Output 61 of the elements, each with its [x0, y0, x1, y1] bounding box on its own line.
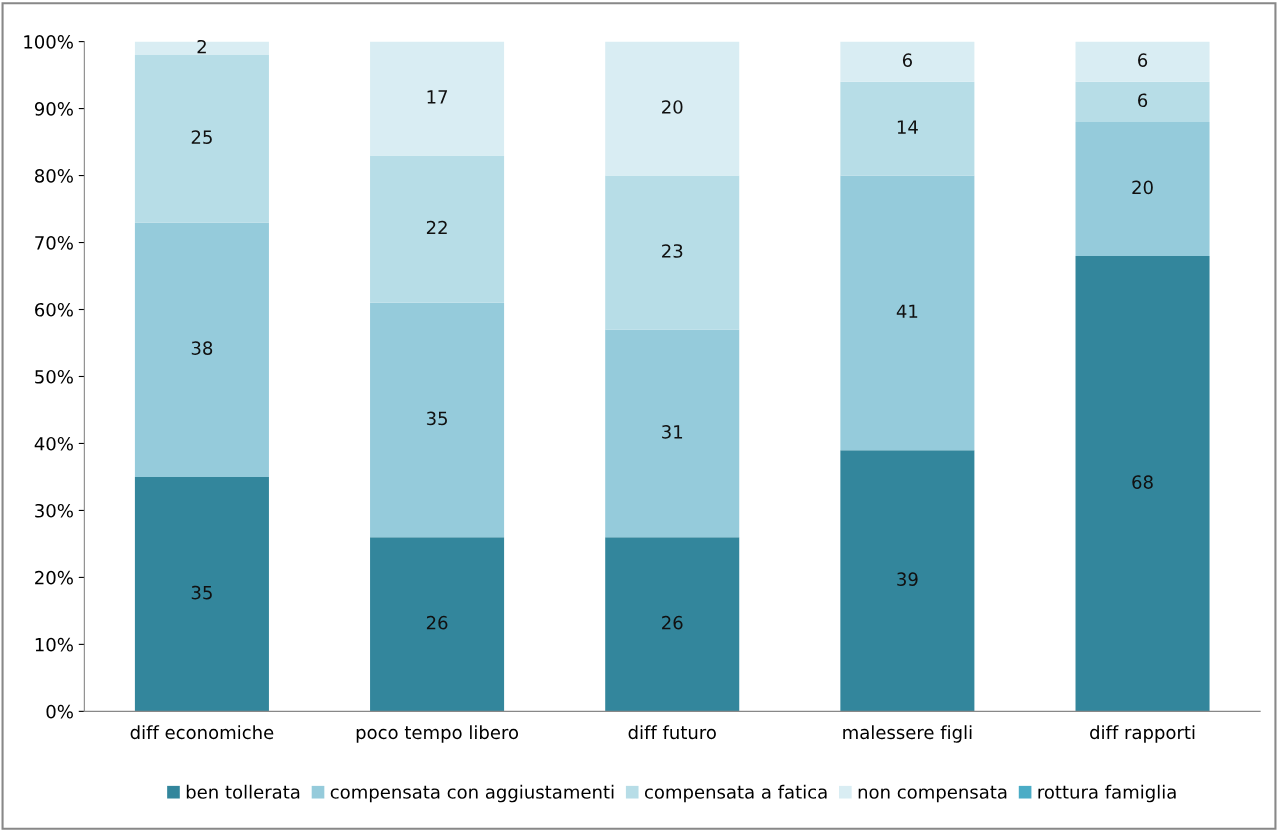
legend-label: rottura famiglia [1038, 784, 1176, 803]
data-label: 2 [197, 39, 206, 54]
bar [840, 175, 975, 451]
data-label: 25 [191, 130, 212, 144]
data-label: 26 [662, 615, 683, 630]
y-tick-label: 50% [35, 369, 73, 384]
y-tick-label: 40% [34, 436, 73, 451]
data-label: 35 [426, 411, 447, 426]
bar [605, 175, 740, 330]
data-label: 38 [191, 341, 213, 355]
legend-label: compensata a fatica [644, 784, 827, 803]
y-tick-label: 90% [34, 102, 73, 116]
y-tick-label: 70% [35, 235, 73, 250]
data-label: 39 [897, 572, 918, 586]
bar [370, 537, 505, 712]
data-label: 68 [1132, 475, 1153, 489]
legend-label: compensata con aggiustamenti [330, 784, 614, 803]
data-label: 6 [1138, 93, 1148, 108]
x-tick-label: poco tempo libero [356, 725, 519, 743]
x-tick-label: diff futuro [628, 725, 716, 740]
y-tick-label: 0% [46, 704, 73, 719]
x-tick-label: diff economiche [130, 725, 274, 740]
legend-label: non compensata [858, 785, 1007, 803]
data-label: 20 [662, 100, 683, 114]
bar [370, 41, 505, 156]
y-tick-label: 80% [35, 169, 73, 183]
bar [605, 537, 740, 712]
bar [134, 222, 269, 477]
bar [134, 41, 269, 55]
data-label: 35 [191, 585, 212, 600]
bar [370, 302, 505, 538]
y-tick-label: 30% [35, 503, 73, 518]
y-tick-label: 10% [35, 637, 73, 652]
data-label: 6 [902, 53, 912, 67]
bar [840, 81, 975, 176]
bar [134, 55, 269, 223]
bar [1075, 255, 1210, 712]
data-label: 20 [1132, 180, 1153, 195]
data-label: 14 [897, 120, 918, 134]
bar [605, 329, 740, 538]
bar [1075, 81, 1210, 122]
y-tick-label: 100% [24, 35, 73, 49]
data-label: 17 [427, 90, 448, 104]
bar [1075, 41, 1210, 82]
y-tick-label: 20% [35, 570, 73, 585]
bar [840, 450, 975, 712]
bar [1075, 121, 1210, 256]
bar [605, 41, 740, 176]
x-tick-label: malessere figli [843, 725, 972, 743]
data-label: 26 [426, 615, 448, 630]
bar [134, 476, 269, 712]
data-label: 41 [896, 304, 918, 318]
data-label: 23 [662, 244, 683, 258]
bar [370, 155, 505, 303]
y-tick-label: 60% [35, 302, 73, 317]
bar [840, 41, 975, 82]
data-label: 6 [1138, 53, 1148, 67]
legend-label: ben tollerata [186, 784, 300, 799]
data-label: 31 [662, 424, 683, 439]
x-tick-label: diff rapporti [1090, 725, 1195, 743]
data-label: 22 [426, 220, 447, 235]
